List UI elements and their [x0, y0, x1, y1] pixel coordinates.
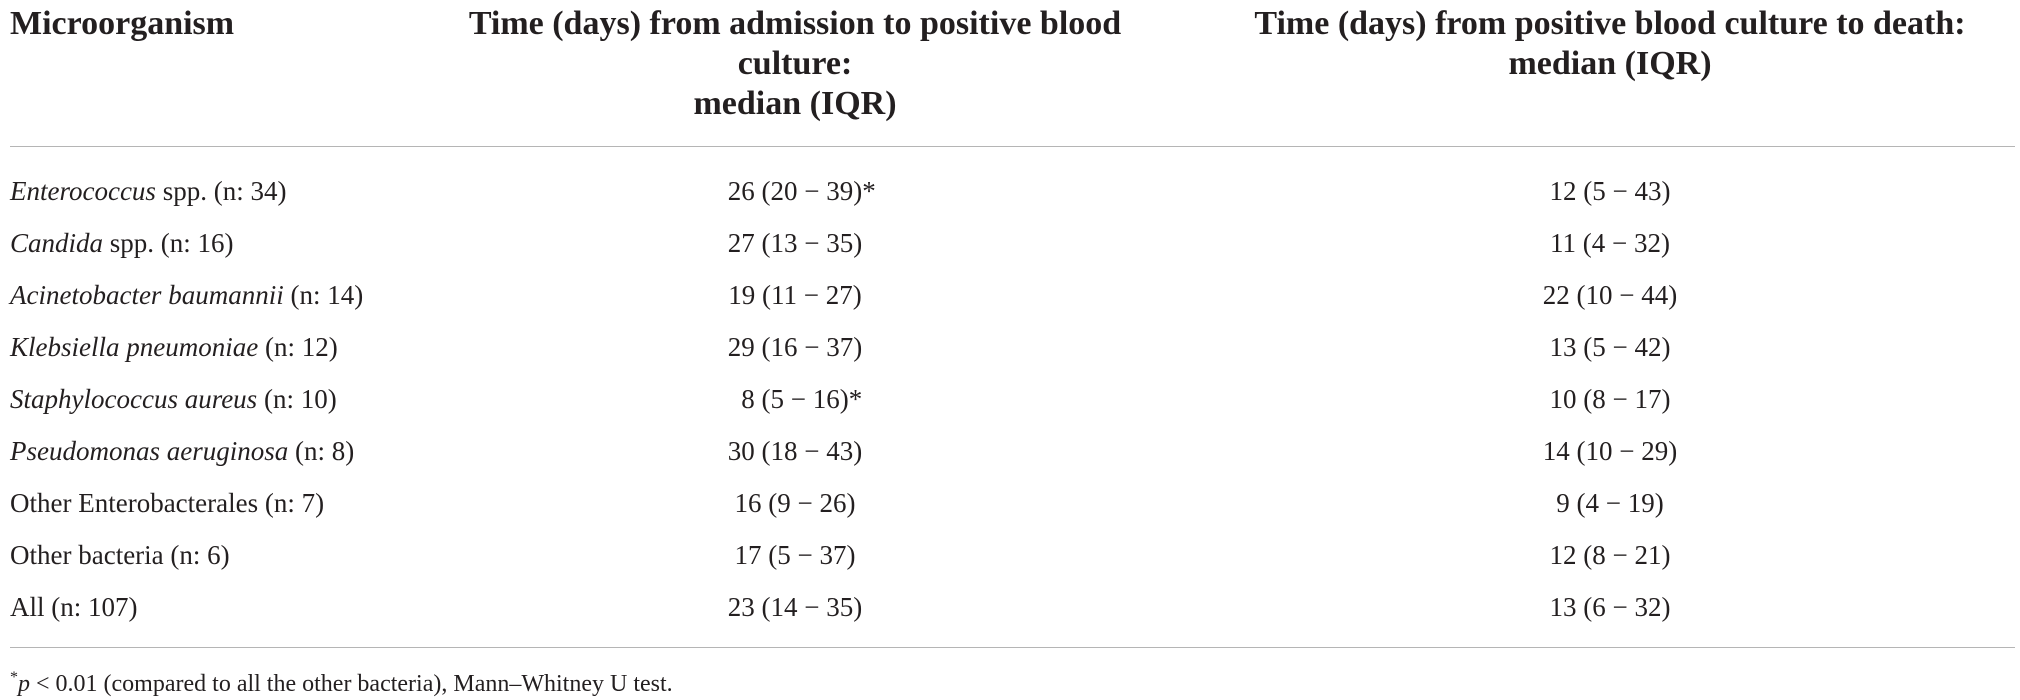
microorganism-cell: Staphylococcus aureus (n: 10) — [10, 379, 337, 419]
admission-to-culture-cell: 29 (16 − 37) — [620, 327, 970, 367]
table-bottom-divider — [10, 647, 2015, 648]
admission-to-culture-cell: 19 (11 − 27) — [620, 275, 970, 315]
table-row: Pseudomonas aeruginosa (n: 8) 30 (18 − 43… — [0, 431, 2020, 483]
microorganism-italic-name: Candida — [10, 228, 104, 258]
footnote-text: < 0.01 (compared to all the other bacter… — [30, 671, 673, 697]
culture-to-death-cell: 22 (10 − 44) — [1542, 280, 1678, 310]
admission-to-culture-cell: 16 (9 − 26) — [620, 483, 970, 523]
culture-to-death-cell: 13 (6 − 32) — [1549, 592, 1671, 622]
microorganism-cell: Enterococcus spp. (n: 34) — [10, 171, 286, 211]
microorganism-italic-name: Staphylococcus aureus — [10, 384, 258, 414]
microorganism-cell: Klebsiella pneumoniae (n: 12) — [10, 327, 338, 367]
admission-to-culture-value: 8 (5 − 16) — [741, 384, 849, 414]
admission-to-culture-value: 30 (18 − 43) — [727, 436, 863, 466]
admission-to-culture-value: 26 (20 − 39) — [727, 176, 863, 206]
microorganism-cell: All (n: 107) — [10, 587, 138, 627]
table-row: Other Enterobacterales (n: 7) 16 (9 − 26)… — [0, 483, 2020, 535]
table-body: Enterococcus spp. (n: 34) 26 (20 − 39)* 12… — [0, 171, 2020, 639]
table-row: Staphylococcus aureus (n: 10) 8 (5 − 16)*… — [0, 379, 2020, 431]
admission-to-culture-cell: 23 (14 − 35) — [620, 587, 970, 627]
microorganism-name: Other Enterobacterales (n: 7) — [10, 488, 325, 518]
footnote-marker: * — [10, 669, 18, 686]
microorganism-cell: Other Enterobacterales (n: 7) — [10, 483, 324, 523]
table-row: All (n: 107) 23 (14 − 35) 13 (6 − 32) — [0, 587, 2020, 639]
header-culture-to-death: Time (days) from positive blood culture … — [1210, 4, 2010, 84]
microorganism-italic-name: Acinetobacter baumannii — [10, 280, 284, 310]
header-death-line-2: median (IQR) — [1508, 45, 1712, 82]
culture-to-death-cell: 14 (10 − 29) — [1542, 436, 1678, 466]
culture-to-death-cell: 9 (4 − 19) — [1556, 488, 1664, 518]
admission-to-culture-cell: 30 (18 − 43) — [620, 431, 970, 471]
microorganism-name: (n: 12) — [258, 332, 338, 362]
microorganism-name: All (n: 107) — [10, 592, 138, 622]
header-admission-to-culture: Time (days) from admission to positive b… — [420, 4, 1170, 124]
culture-to-death-cell: 13 (5 − 42) — [1549, 332, 1671, 362]
culture-to-death-cell: 12 (5 − 43) — [1549, 176, 1671, 206]
admission-to-culture-value: 27 (13 − 35) — [727, 228, 863, 258]
table-row: Klebsiella pneumoniae (n: 12) 29 (16 − 37… — [0, 327, 2020, 379]
table-header: Microorganism Time (days) from admission… — [0, 0, 2020, 146]
header-admission-line-1: Time (days) from admission to positive b… — [468, 5, 1122, 42]
microorganism-italic-name: Pseudomonas aeruginosa — [10, 436, 289, 466]
admission-to-culture-value: 17 (5 − 37) — [734, 540, 856, 570]
footnote-variable: p — [18, 671, 30, 697]
table-row: Acinetobacter baumannii (n: 14) 19 (11 − … — [0, 275, 2020, 327]
admission-to-culture-value: 16 (9 − 26) — [734, 488, 856, 518]
admission-to-culture-value: 29 (16 − 37) — [727, 332, 863, 362]
table-footnote: *p < 0.01 (compared to all the other bac… — [10, 662, 673, 700]
admission-to-culture-cell: 26 (20 − 39)* — [727, 176, 876, 206]
culture-to-death-cell: 11 (4 − 32) — [1550, 228, 1670, 258]
microorganism-italic-name: Klebsiella pneumoniae — [10, 332, 259, 362]
microorganism-name: spp. (n: 34) — [155, 176, 287, 206]
admission-to-culture-value: 19 (11 − 27) — [728, 280, 862, 310]
microorganism-italic-name: Enterococcus — [10, 176, 156, 206]
header-admission-line-2: culture: — [737, 45, 853, 82]
microorganism-name: spp. (n: 16) — [103, 228, 234, 258]
microorganism-cell: Other bacteria (n: 6) — [10, 535, 230, 575]
header-divider — [10, 146, 2015, 147]
table-row: Other bacteria (n: 6) 17 (5 − 37) 12 (8 − … — [0, 535, 2020, 587]
microorganism-cell: Candida spp. (n: 16) — [10, 223, 234, 263]
admission-to-culture-value: 23 (14 − 35) — [727, 592, 863, 622]
microorganism-name: (n: 10) — [257, 384, 337, 414]
header-microorganism: Microorganism — [10, 5, 235, 42]
microorganism-cell: Acinetobacter baumannii (n: 14) — [10, 275, 363, 315]
culture-to-death-cell: 12 (8 − 21) — [1549, 540, 1671, 570]
header-admission-line-3: median (IQR) — [693, 85, 897, 122]
microorganism-name: (n: 8) — [288, 436, 355, 466]
microorganism-cell: Pseudomonas aeruginosa (n: 8) — [10, 431, 354, 471]
table-row: Candida spp. (n: 16) 27 (13 − 35) 11 (4 − … — [0, 223, 2020, 275]
admission-to-culture-cell: 8 (5 − 16)* — [741, 384, 863, 414]
culture-to-death-cell: 10 (8 − 17) — [1549, 384, 1671, 414]
admission-to-culture-cell: 27 (13 − 35) — [620, 223, 970, 263]
table-row: Enterococcus spp. (n: 34) 26 (20 − 39)* 12… — [0, 171, 2020, 223]
microorganism-name: Other bacteria (n: 6) — [10, 540, 230, 570]
admission-to-culture-cell: 17 (5 − 37) — [620, 535, 970, 575]
header-death-line-1: Time (days) from positive blood culture … — [1254, 5, 1966, 42]
microorganism-name: (n: 14) — [283, 280, 364, 310]
